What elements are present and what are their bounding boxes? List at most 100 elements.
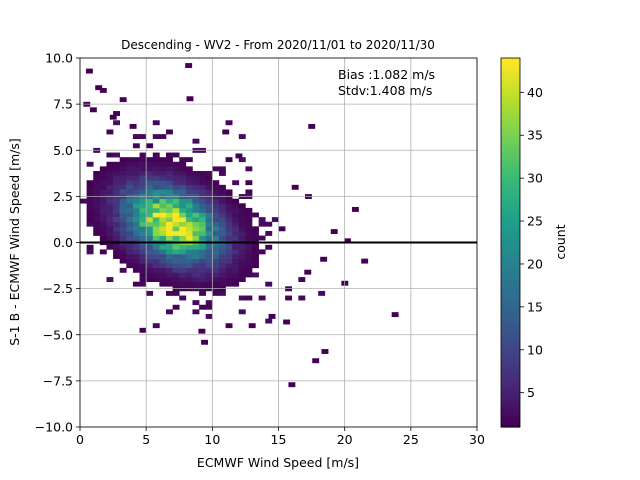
heatmap-cell <box>172 203 180 209</box>
heatmap-cell <box>159 281 167 287</box>
heatmap-cell <box>113 207 120 213</box>
colorbar-segment <box>501 340 520 346</box>
heatmap-cell <box>126 180 134 186</box>
heatmap-cell <box>152 277 160 282</box>
y-tick-label: 5.0 <box>53 143 73 158</box>
heatmap-cell <box>166 235 173 241</box>
heatmap-cell <box>192 309 200 315</box>
heatmap-cell <box>172 152 180 158</box>
heatmap-cell <box>93 226 101 232</box>
heatmap-cell <box>179 267 187 273</box>
y-tick-label: −2.5 <box>43 281 73 296</box>
heatmap-cell <box>146 267 154 273</box>
heatmap-cell <box>126 258 134 264</box>
heatmap-cell <box>238 134 246 140</box>
heatmap-cell <box>172 207 180 213</box>
heatmap-cell <box>126 161 134 167</box>
heatmap-cell <box>199 217 207 223</box>
heatmap-cell <box>99 249 107 255</box>
heatmap-cell <box>106 171 114 176</box>
heatmap-cell <box>212 198 220 204</box>
heatmap-cell <box>93 230 101 236</box>
heatmap-cell <box>126 175 134 181</box>
heatmap-cell <box>126 263 134 269</box>
x-axis-label: ECMWF Wind Speed [m/s] <box>197 455 359 470</box>
heatmap-cell <box>152 230 160 236</box>
heatmap-cell <box>126 217 134 223</box>
heatmap-cell <box>238 235 246 241</box>
y-tick-label: 2.5 <box>53 189 73 204</box>
heatmap-cell <box>185 198 193 204</box>
heatmap-cell <box>146 166 154 172</box>
heatmap-cell <box>119 161 127 167</box>
colorbar-segment <box>501 168 520 174</box>
heatmap-cell <box>126 244 134 250</box>
heatmap-cell <box>212 290 220 296</box>
heatmap-cell <box>132 184 140 190</box>
heatmap-cell <box>159 267 167 273</box>
heatmap-cell <box>205 272 213 278</box>
heatmap-cell <box>113 120 120 126</box>
heatmap-cell <box>152 152 160 158</box>
heatmap-cell <box>132 258 140 264</box>
heatmap-cell <box>192 221 200 227</box>
heatmap-cell <box>113 180 120 186</box>
heatmap-cell <box>205 171 213 176</box>
x-tick-label: 0 <box>76 432 84 447</box>
heatmap-cell <box>192 203 200 209</box>
heatmap-cell <box>192 300 200 306</box>
outlier-cell <box>344 238 351 244</box>
colorbar-segment <box>501 127 520 133</box>
heatmap-cell <box>199 244 207 250</box>
heatmap-cell <box>113 111 120 116</box>
heatmap-cell <box>99 230 107 236</box>
heatmap-cell <box>172 230 180 236</box>
heatmap-cell <box>179 277 187 282</box>
heatmap-cell <box>245 235 253 241</box>
colorbar-segment <box>501 324 520 330</box>
heatmap-cell <box>205 230 213 236</box>
outlier-cell <box>235 153 243 159</box>
colorbar-tick-label: 20 <box>527 256 543 271</box>
heatmap-cell <box>106 184 114 190</box>
colorbar-segment <box>501 156 520 162</box>
plot-area: 0 5 10 15 20 25 30 −10.0 −7.5 −5.0 −2.5 0.0 2.5 5.0 7… <box>35 51 485 448</box>
heatmap-cell <box>119 254 127 259</box>
heatmap-cell <box>179 207 187 213</box>
heatmap-cell <box>99 175 107 181</box>
heatmap-cell <box>225 258 233 264</box>
heatmap-cell <box>179 295 187 301</box>
outlier-cell <box>308 123 316 129</box>
heatmap-cell <box>139 281 147 287</box>
colorbar-segment <box>501 193 520 198</box>
heatmap-cell <box>139 249 147 255</box>
heatmap-cell <box>146 212 154 218</box>
heatmap-cell <box>172 212 180 218</box>
heatmap-cell <box>152 235 160 241</box>
colorbar-label: count <box>553 224 568 259</box>
heatmap-cell <box>205 221 213 227</box>
heatmap-cell <box>139 203 147 209</box>
heatmap-cell <box>232 203 240 209</box>
heatmap-cell <box>159 221 167 227</box>
heatmap-cell <box>166 157 173 163</box>
heatmap-cell <box>238 258 246 264</box>
heatmap-cell <box>199 304 207 310</box>
colorbar-segment <box>501 201 520 207</box>
heatmap-cell <box>146 171 154 176</box>
heatmap-cell <box>126 198 134 204</box>
heatmap-cell <box>152 207 160 213</box>
heatmap-cell <box>185 267 193 273</box>
heatmap-cell <box>245 166 253 172</box>
heatmap-cell <box>119 230 127 236</box>
heatmap-cell <box>205 203 213 209</box>
heatmap-cell <box>192 226 200 232</box>
colorbar-segment <box>501 271 520 276</box>
y-tick-label: −10.0 <box>35 420 73 435</box>
colorbar-segment <box>501 197 520 203</box>
heatmap-cell <box>225 235 233 241</box>
heatmap-cell <box>238 212 246 218</box>
heatmap-cell <box>179 198 187 204</box>
x-tick-label: 30 <box>469 432 485 447</box>
